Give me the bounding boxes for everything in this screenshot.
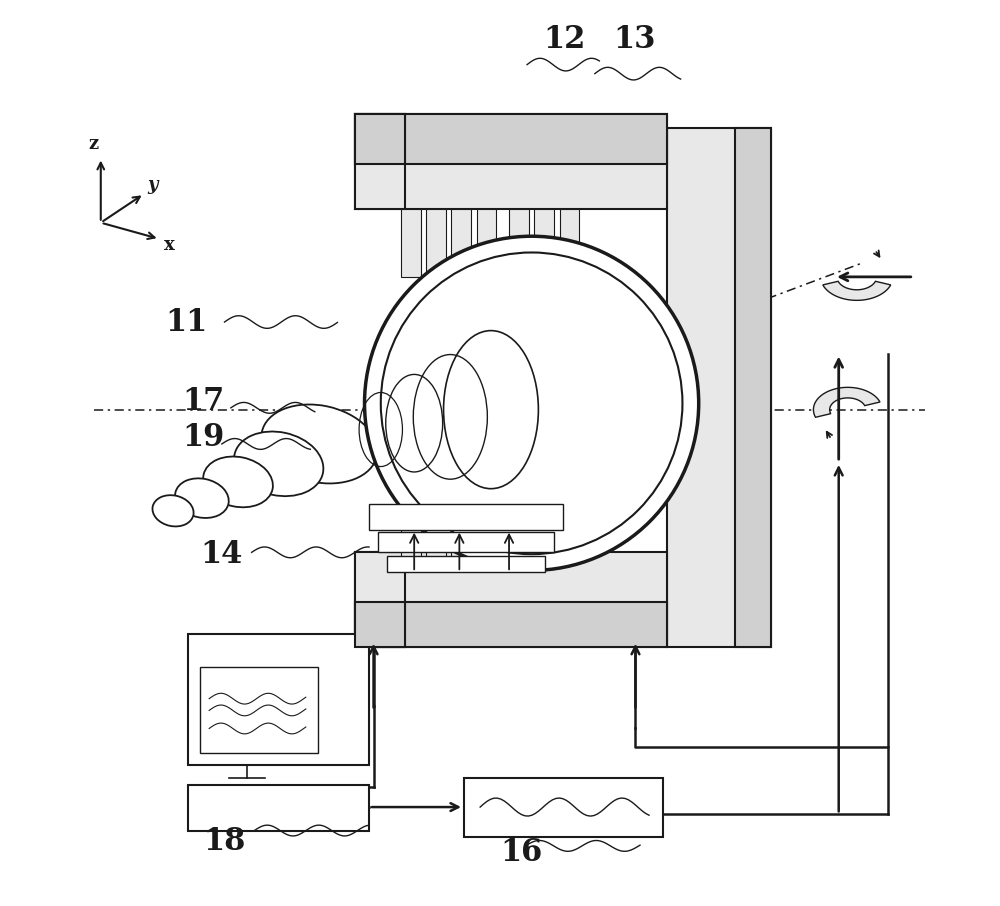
Text: 19: 19 xyxy=(182,422,224,453)
Bar xyxy=(560,209,579,277)
Bar xyxy=(200,667,318,753)
Bar xyxy=(355,114,405,209)
Bar xyxy=(355,114,667,209)
Ellipse shape xyxy=(261,404,377,484)
Bar xyxy=(451,209,471,277)
Bar xyxy=(477,489,496,557)
Bar xyxy=(426,489,446,557)
Bar xyxy=(355,114,405,164)
Bar xyxy=(387,556,545,573)
Bar xyxy=(509,489,529,557)
Bar xyxy=(355,602,667,647)
Bar xyxy=(188,633,369,765)
Text: 17: 17 xyxy=(182,386,224,417)
Bar xyxy=(560,489,579,557)
Bar xyxy=(401,489,421,557)
Bar xyxy=(369,505,563,530)
Bar xyxy=(464,778,663,837)
Bar xyxy=(667,128,771,647)
Bar xyxy=(355,553,667,647)
Circle shape xyxy=(365,236,699,571)
Bar xyxy=(355,114,667,164)
Text: 18: 18 xyxy=(204,826,246,857)
Ellipse shape xyxy=(152,496,194,526)
Polygon shape xyxy=(813,388,880,418)
Ellipse shape xyxy=(175,478,229,518)
Text: z: z xyxy=(88,135,98,152)
Text: 13: 13 xyxy=(613,24,655,55)
Text: 12: 12 xyxy=(543,24,586,55)
Bar xyxy=(509,209,529,277)
Text: x: x xyxy=(164,236,175,254)
Text: 11: 11 xyxy=(166,307,208,338)
Text: y: y xyxy=(148,176,158,194)
Bar xyxy=(355,553,405,647)
Bar xyxy=(426,209,446,277)
Bar xyxy=(477,209,496,277)
Bar xyxy=(188,786,369,831)
Bar xyxy=(735,128,771,647)
Ellipse shape xyxy=(203,457,273,507)
Ellipse shape xyxy=(234,431,323,496)
Text: 16: 16 xyxy=(500,837,542,868)
Bar xyxy=(378,533,554,553)
Bar xyxy=(534,209,554,277)
Bar xyxy=(355,602,405,647)
Bar xyxy=(451,489,471,557)
Bar xyxy=(534,489,554,557)
Text: 14: 14 xyxy=(200,539,243,570)
Bar xyxy=(401,209,421,277)
Polygon shape xyxy=(823,281,891,301)
